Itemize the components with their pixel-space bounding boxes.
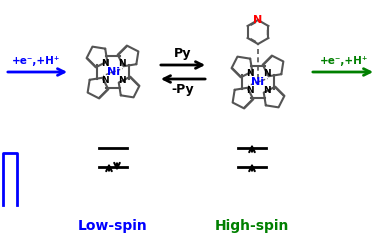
Text: N: N (118, 59, 125, 68)
Text: N: N (118, 76, 125, 85)
Text: -Py: -Py (172, 84, 194, 97)
Text: N: N (101, 76, 108, 85)
Text: Low-spin: Low-spin (78, 219, 148, 233)
Text: N: N (263, 69, 270, 78)
Text: Ni: Ni (252, 77, 264, 87)
Text: N: N (246, 86, 253, 95)
Text: N: N (263, 86, 270, 95)
Text: Ni: Ni (106, 67, 120, 77)
Text: High-spin: High-spin (215, 219, 289, 233)
Text: +e⁻,+H⁺: +e⁻,+H⁺ (320, 56, 368, 66)
Text: N: N (253, 15, 262, 25)
Text: +e⁻,+H⁺: +e⁻,+H⁺ (12, 56, 60, 66)
Text: Py: Py (174, 47, 192, 60)
Text: N: N (246, 69, 253, 78)
Text: N: N (101, 59, 108, 68)
